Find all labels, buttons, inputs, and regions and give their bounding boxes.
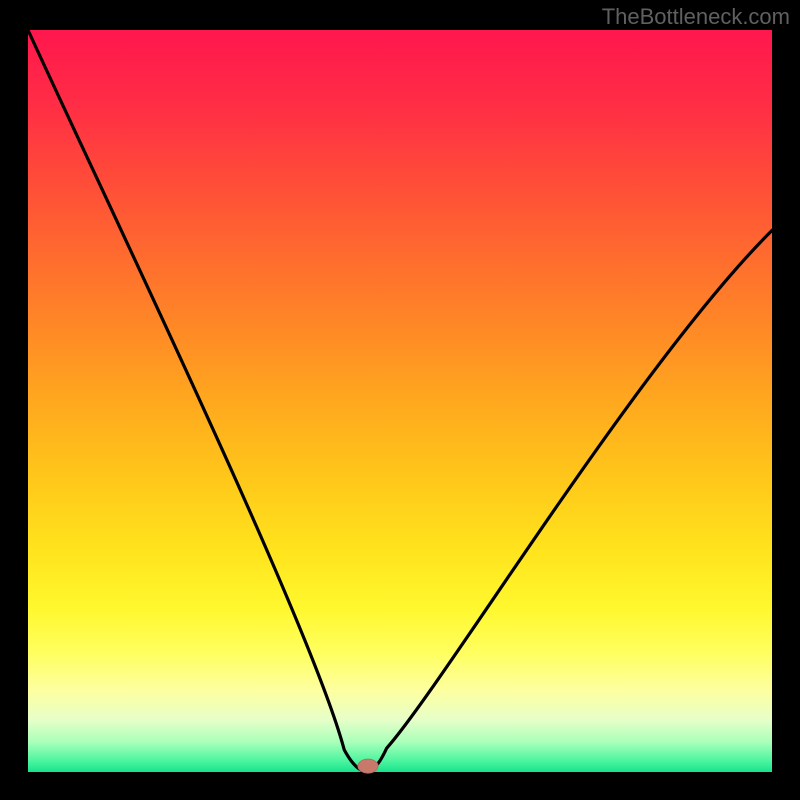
chart-container: TheBottleneck.com	[0, 0, 800, 800]
bottleneck-chart	[0, 0, 800, 800]
watermark-text: TheBottleneck.com	[602, 4, 790, 30]
